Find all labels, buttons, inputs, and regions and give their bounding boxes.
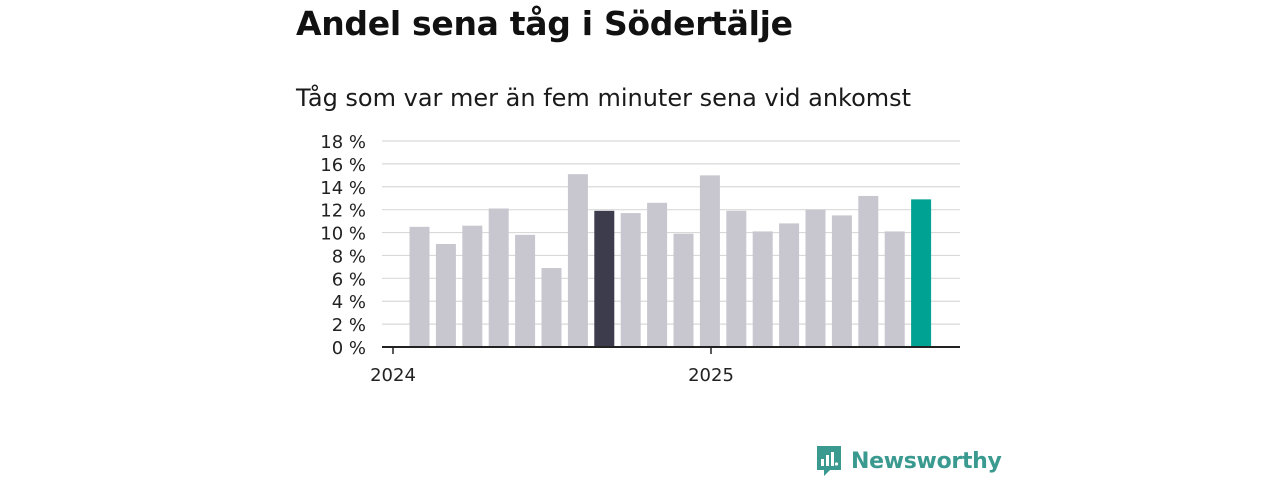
bar-chart: 0 %2 %4 %6 %8 %10 %12 %14 %16 %18 % 2024 2… (320, 132, 960, 386)
y-tick-label: 0 % (332, 338, 366, 359)
bar (858, 195, 879, 347)
bar (567, 174, 588, 347)
bar (435, 244, 456, 347)
y-tick-label: 10 % (320, 224, 366, 245)
bar (831, 215, 852, 347)
bar (594, 210, 615, 347)
brand-logo: Newsworthy (815, 444, 1002, 478)
bar (805, 209, 826, 347)
bar (673, 233, 694, 347)
bar (409, 226, 430, 347)
bar (462, 225, 483, 347)
bar (647, 202, 668, 347)
y-tick-label: 4 % (332, 292, 366, 313)
y-tick-label: 12 % (320, 201, 366, 222)
bar (752, 231, 773, 347)
bar (541, 268, 562, 347)
chart-title: Andel sena tåg i Södertälje (296, 4, 793, 43)
y-tick-label: 6 % (332, 269, 366, 290)
bar (779, 223, 800, 347)
y-tick-label: 14 % (320, 178, 366, 199)
bar (620, 213, 641, 347)
bar (515, 234, 536, 347)
bar (699, 175, 720, 347)
bar (488, 208, 509, 347)
chart-subtitle: Tåg som var mer än fem minuter sena vid … (296, 84, 912, 112)
y-tick-label: 18 % (320, 132, 366, 153)
bar (911, 199, 932, 347)
y-tick-label: 8 % (332, 246, 366, 267)
x-tick-label: 2024 (370, 365, 416, 386)
newsworthy-logo-icon (817, 446, 841, 476)
bar (726, 210, 747, 347)
brand-name: Newsworthy (851, 448, 1002, 474)
y-tick-label: 16 % (320, 155, 366, 176)
y-tick-label: 2 % (332, 315, 366, 336)
x-tick-label: 2025 (688, 365, 734, 386)
bar (884, 231, 905, 347)
